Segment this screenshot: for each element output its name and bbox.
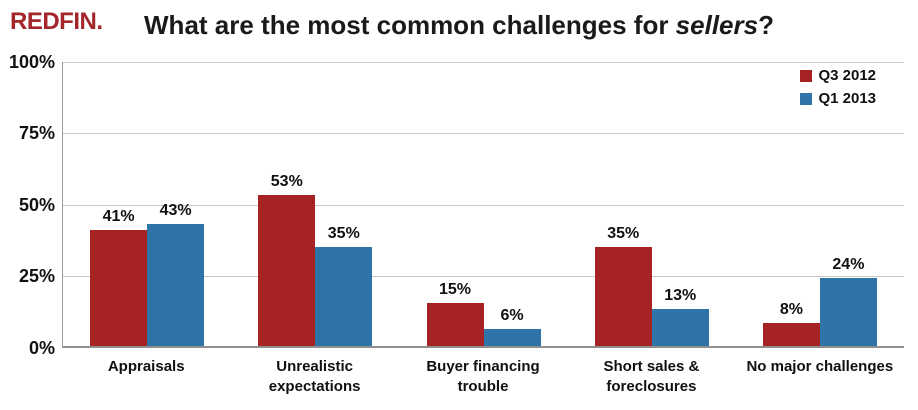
legend-label-q3-2012: Q3 2012: [818, 67, 876, 84]
x-axis-label-no-major-challenges: No major challenges: [746, 358, 894, 375]
bar-q1-2013-no-major-challenges: 24%: [819, 256, 877, 346]
bar-value-label-q1-2013-buyer-financing-trouble: 6%: [500, 306, 524, 324]
legend-item-q1-2013: Q1 2013: [800, 91, 876, 107]
gridline-50: [63, 205, 904, 206]
bar-q3-2012-no-major-challenges: 8%: [762, 301, 820, 346]
bar-q3-2012-appraisals: 41%: [90, 208, 148, 346]
chart-title-suffix: ?: [758, 10, 774, 40]
bar-group-unrealistic-expectations: 53% 35%: [231, 62, 399, 346]
bar-value-label-q1-2013-unrealistic-expectations: 35%: [327, 224, 360, 242]
chart-title-prefix: What are the most common challenges for: [144, 10, 676, 40]
plot-area: 41% 43% 53% 35% 15% 6% 35% 13% 8% 24% Q3 2012 Q1 …: [62, 62, 904, 348]
bar-value-label-q3-2012-appraisals: 41%: [102, 207, 135, 225]
bar-value-label-q1-2013-short-sales-foreclosures: 13%: [664, 287, 697, 305]
y-tick-25: 25%: [18, 266, 55, 286]
gridline-75: [63, 133, 904, 134]
gridline-100: [63, 62, 904, 63]
legend-swatch-q3-2012: [800, 70, 813, 82]
bar-q3-2012-unrealistic-expectations: 53%: [258, 173, 316, 346]
bar-group-appraisals: 41% 43%: [63, 62, 231, 346]
y-tick-75: 75%: [18, 123, 55, 143]
x-axis-label-unrealistic-expectations: Unrealistic expectations: [268, 358, 361, 395]
bar-value-label-q3-2012-unrealistic-expectations: 53%: [270, 173, 303, 191]
y-tick-100: 100%: [8, 52, 55, 72]
x-axis-labels: Appraisals Unrealistic expectations Buyer …: [62, 357, 904, 397]
bar-value-label-q3-2012-short-sales-foreclosures: 35%: [607, 224, 640, 242]
x-axis-label-appraisals: Appraisals: [107, 358, 185, 375]
bar-q1-2013-appraisals: 43%: [147, 202, 205, 346]
bar-q3-2012-short-sales-foreclosures: 35%: [594, 225, 652, 346]
bar-value-label-q3-2012-buyer-financing-trouble: 15%: [438, 281, 472, 299]
bar-group-buyer-financing-trouble: 15% 6%: [399, 62, 567, 346]
chart-title: What are the most common challenges for …: [0, 10, 918, 41]
redfin-logo: REDFIN.: [10, 8, 103, 35]
bar-groups: 41% 43% 53% 35% 15% 6% 35% 13% 8% 24%: [63, 62, 904, 346]
bar-value-label-q3-2012-no-major-challenges: 8%: [779, 301, 803, 319]
bar-value-label-q1-2013-no-major-challenges: 24%: [832, 255, 865, 273]
chart-title-emphasis: sellers: [675, 10, 759, 40]
legend-label-q1-2013: Q1 2013: [818, 90, 876, 107]
y-tick-0: 0%: [28, 338, 55, 358]
y-tick-50: 50%: [18, 195, 55, 215]
bar-group-no-major-challenges: 8% 24%: [736, 62, 904, 346]
gridline-25: [63, 276, 904, 277]
x-axis-label-short-sales-foreclosures: Short sales & foreclosures: [603, 358, 700, 395]
bar-group-short-sales-foreclosures: 35% 13%: [568, 62, 736, 346]
legend: Q3 2012 Q1 2013: [800, 68, 876, 107]
bar-q3-2012-buyer-financing-trouble: 15%: [426, 281, 484, 346]
legend-swatch-q1-2013: [800, 93, 813, 105]
bar-q1-2013-buyer-financing-trouble: 6%: [483, 307, 541, 346]
bar-q1-2013-short-sales-foreclosures: 13%: [651, 287, 709, 346]
x-axis-label-buyer-financing-trouble: Buyer financing trouble: [426, 358, 540, 395]
bar-value-label-q1-2013-appraisals: 43%: [159, 201, 192, 219]
bar-q1-2013-unrealistic-expectations: 35%: [315, 225, 373, 346]
legend-item-q3-2012: Q3 2012: [800, 68, 876, 84]
